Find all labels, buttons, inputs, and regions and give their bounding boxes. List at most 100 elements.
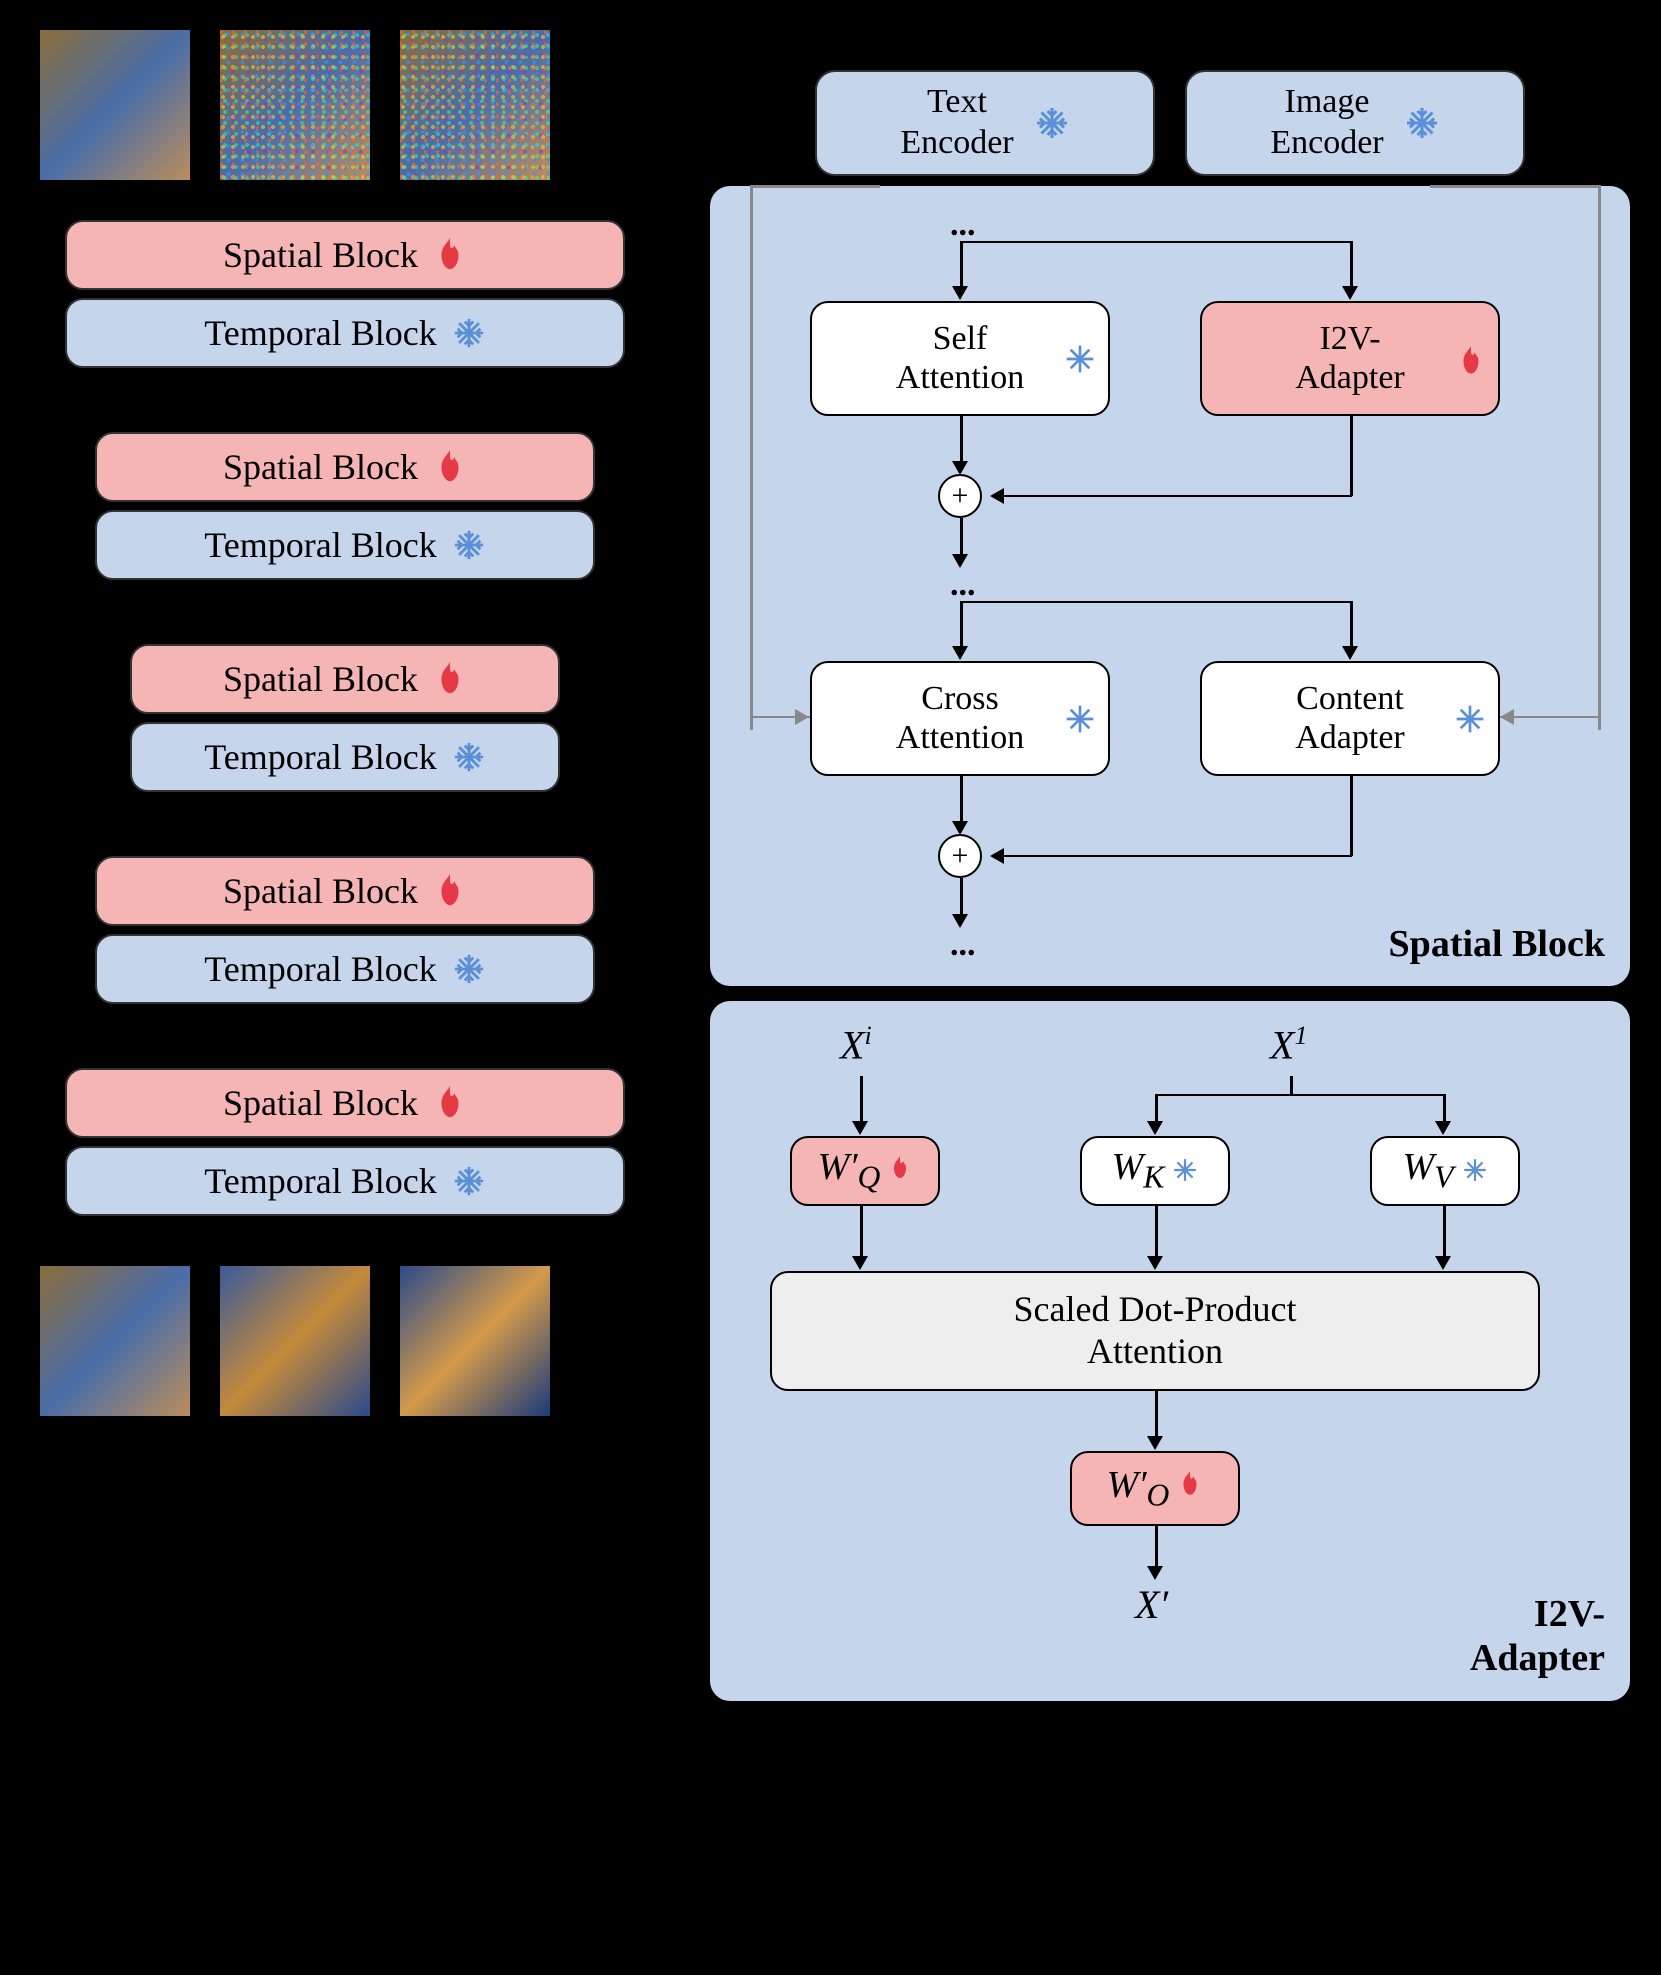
text-encoder: Text Encoder bbox=[815, 70, 1155, 176]
arrow bbox=[860, 1076, 863, 1126]
arrow-head bbox=[990, 848, 1004, 864]
content-adapter-label: Content Adapter bbox=[1295, 679, 1405, 757]
spatial-block-2: Spatial Block bbox=[130, 644, 560, 714]
snowflake-icon bbox=[1034, 105, 1070, 141]
spatial-block-label: Spatial Block bbox=[223, 234, 418, 276]
content-adapter-box: Content Adapter bbox=[1200, 661, 1500, 776]
arrow bbox=[860, 1206, 863, 1261]
arrow-head bbox=[1147, 1566, 1163, 1580]
grey-arrow bbox=[1500, 716, 1600, 719]
snowflake-icon bbox=[1172, 1149, 1198, 1193]
arrow-head bbox=[952, 821, 968, 835]
grey-line-left bbox=[750, 185, 753, 730]
arrow bbox=[1350, 601, 1353, 651]
ellipsis: ... bbox=[950, 206, 976, 244]
arrow-head bbox=[1435, 1121, 1451, 1135]
arrow-head bbox=[1435, 1256, 1451, 1270]
output-image-2 bbox=[400, 1266, 550, 1416]
input-image-noisy-1 bbox=[220, 30, 370, 180]
cross-attention-box: Cross Attention bbox=[810, 661, 1110, 776]
wk-box: WK bbox=[1080, 1136, 1230, 1206]
arrow bbox=[1443, 1206, 1446, 1261]
fire-icon bbox=[433, 1083, 467, 1123]
temporal-block-2: Temporal Block bbox=[130, 722, 560, 792]
x-1-label: X1 bbox=[1270, 1021, 1307, 1068]
temporal-block-4: Temporal Block bbox=[65, 1146, 625, 1216]
self-attention-label: Self Attention bbox=[896, 319, 1024, 397]
temporal-block-3: Temporal Block bbox=[95, 934, 595, 1004]
input-image-noisy-2 bbox=[400, 30, 550, 180]
block-group-3: Spatial Block Temporal Block bbox=[95, 856, 595, 1004]
image-encoder: Image Encoder bbox=[1185, 70, 1525, 176]
sdpa-box: Scaled Dot-Product Attention bbox=[770, 1271, 1540, 1391]
arrow bbox=[960, 416, 963, 464]
fire-icon bbox=[1177, 1466, 1203, 1510]
x-out-label: X′ bbox=[1135, 1581, 1168, 1628]
i2v-adapter-box: I2V- Adapter bbox=[1200, 301, 1500, 416]
temporal-block-0: Temporal Block bbox=[65, 298, 625, 368]
arrow-head bbox=[1147, 1256, 1163, 1270]
fire-icon bbox=[1456, 343, 1486, 388]
temporal-block-1: Temporal Block bbox=[95, 510, 595, 580]
temporal-block-label: Temporal Block bbox=[204, 948, 436, 990]
fire-icon bbox=[433, 447, 467, 487]
ellipsis: ... bbox=[950, 566, 976, 604]
right-column: Text Encoder Image Encoder ... Self Atte… bbox=[710, 70, 1630, 1716]
snowflake-icon bbox=[1404, 105, 1440, 141]
image-encoder-label: Image Encoder bbox=[1270, 82, 1383, 164]
arrow bbox=[960, 601, 963, 651]
spatial-block-3: Spatial Block bbox=[95, 856, 595, 926]
block-group-1: Spatial Block Temporal Block bbox=[95, 432, 595, 580]
arrow-head bbox=[1342, 646, 1358, 660]
fire-icon bbox=[433, 871, 467, 911]
block-group-4: Spatial Block Temporal Block bbox=[65, 1068, 625, 1216]
output-image-1 bbox=[220, 1266, 370, 1416]
block-group-0: Spatial Block Temporal Block bbox=[65, 220, 625, 368]
arrow bbox=[962, 241, 1350, 244]
left-column: Spatial Block Temporal Block Spatial Blo… bbox=[20, 30, 670, 1456]
temporal-block-label: Temporal Block bbox=[204, 736, 436, 778]
arrow-head bbox=[952, 646, 968, 660]
fire-icon bbox=[433, 659, 467, 699]
i2v-adapter-panel: Xi X1 W′Q WK WV bbox=[710, 1001, 1630, 1701]
spatial-block-0: Spatial Block bbox=[65, 220, 625, 290]
spatial-block-4: Spatial Block bbox=[65, 1068, 625, 1138]
unet-stack: Spatial Block Temporal Block Spatial Blo… bbox=[20, 220, 670, 1216]
i2v-adapter-label: I2V- Adapter bbox=[1295, 319, 1405, 397]
snowflake-icon bbox=[1064, 703, 1096, 744]
spatial-block-label: Spatial Block bbox=[223, 658, 418, 700]
text-encoder-label: Text Encoder bbox=[900, 82, 1013, 164]
arrow-head bbox=[990, 488, 1004, 504]
block-group-2: Spatial Block Temporal Block bbox=[130, 644, 560, 792]
x-i-label: Xi bbox=[840, 1021, 872, 1068]
fire-icon bbox=[888, 1149, 912, 1193]
temporal-block-label: Temporal Block bbox=[204, 524, 436, 566]
arrow-head bbox=[852, 1121, 868, 1135]
plus-icon: + bbox=[938, 834, 982, 878]
arrow-head bbox=[1147, 1436, 1163, 1450]
grey-line-left-h bbox=[750, 185, 880, 188]
output-image-0 bbox=[40, 1266, 190, 1416]
encoder-row: Text Encoder Image Encoder bbox=[710, 70, 1630, 176]
input-image-row bbox=[20, 30, 670, 180]
arrow bbox=[962, 601, 1350, 604]
arrow-head bbox=[852, 1256, 868, 1270]
spatial-block-title: Spatial Block bbox=[1389, 922, 1605, 966]
snowflake-icon bbox=[1454, 703, 1486, 744]
snowflake-icon bbox=[452, 528, 486, 562]
arrow-head bbox=[1147, 1121, 1163, 1135]
grey-line-right-h bbox=[1430, 185, 1600, 188]
plus-icon: + bbox=[938, 474, 982, 518]
arrow bbox=[960, 241, 963, 291]
arrow bbox=[1155, 1094, 1445, 1097]
arrow bbox=[1350, 776, 1353, 856]
arrow bbox=[960, 518, 963, 558]
self-attention-box: Self Attention bbox=[810, 301, 1110, 416]
arrow-head bbox=[1500, 709, 1514, 725]
temporal-block-label: Temporal Block bbox=[204, 312, 436, 354]
input-image-clean bbox=[40, 30, 190, 180]
wo-box: W′O bbox=[1070, 1451, 1240, 1526]
arrow bbox=[960, 776, 963, 824]
cross-attention-label: Cross Attention bbox=[896, 679, 1024, 757]
arrow bbox=[1155, 1206, 1158, 1261]
